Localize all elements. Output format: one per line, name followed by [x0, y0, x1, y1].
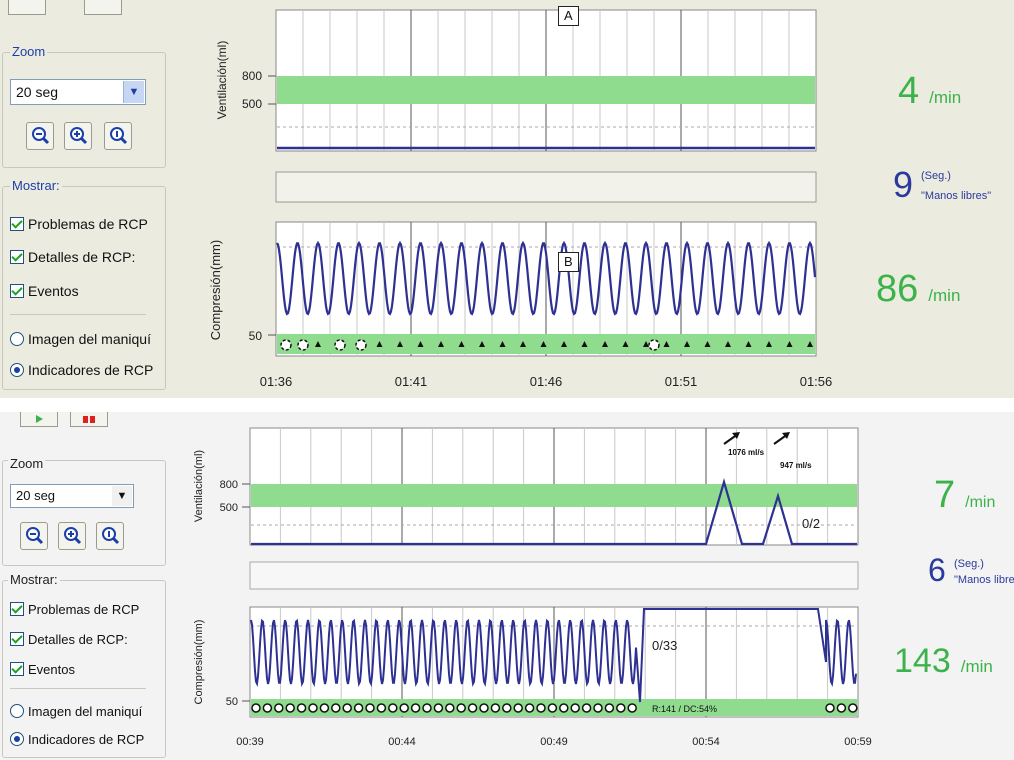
time-tick: 01:56 [800, 374, 833, 389]
event-marker [491, 704, 499, 712]
event-marker [628, 704, 636, 712]
ventilation-tick-500: 500 [220, 502, 238, 514]
event-marker [320, 704, 328, 712]
compression-bar-label: R:141 / DC:54% [652, 704, 717, 714]
event-marker [412, 704, 420, 712]
ventilation-tick-800: 800 [220, 479, 238, 491]
event-marker [826, 704, 834, 712]
time-tick: 01:36 [260, 374, 293, 389]
compression-tick-50: 50 [249, 329, 263, 343]
hands-free-time: 9 (Seg.) "Manos libres" [893, 164, 1013, 210]
ventilation-tick-800: 800 [242, 69, 262, 83]
time-tick: 00:49 [540, 736, 568, 748]
event-marker [583, 704, 591, 712]
event-marker [514, 704, 522, 712]
flow-annotation-2: 947 ml/s [780, 461, 812, 470]
event-marker [571, 704, 579, 712]
event-marker [343, 704, 351, 712]
hands-free-bar [250, 562, 858, 589]
cpr-panel-top: Zoom 20 seg ▼ Mostrar: Problemas de RCP … [0, 0, 1014, 398]
event-marker [480, 704, 488, 712]
event-marker [377, 704, 385, 712]
event-marker [332, 704, 340, 712]
event-marker [286, 704, 294, 712]
event-marker [617, 704, 625, 712]
event-marker [298, 340, 308, 350]
compression-rate: 86/min [876, 268, 960, 311]
event-marker [263, 704, 271, 712]
ventilation-rate: 4/min [898, 70, 961, 113]
event-marker [503, 704, 511, 712]
flow-annotation-1: 1076 ml/s [728, 448, 765, 457]
ventilation-target-band [251, 484, 857, 507]
event-marker [275, 704, 283, 712]
event-marker [537, 704, 545, 712]
cpr-panel-bottom: Zoom 20 seg ▼ Mostrar: Problemas de RCP … [0, 412, 1014, 760]
event-marker [457, 704, 465, 712]
time-axis: 01:36 01:41 01:46 01:51 01:56 [260, 374, 833, 389]
time-tick: 01:41 [395, 374, 428, 389]
event-marker [560, 704, 568, 712]
event-marker [548, 704, 556, 712]
time-tick: 00:39 [236, 736, 264, 748]
event-marker [837, 704, 845, 712]
marker-b: B [558, 252, 579, 272]
time-tick: 01:46 [530, 374, 563, 389]
ventilation-target-band [277, 76, 815, 104]
event-marker [605, 704, 613, 712]
marker-a: A [558, 6, 579, 26]
compression-tick-50: 50 [226, 696, 238, 708]
event-marker [281, 340, 291, 350]
cpr-chart-top: 800 500 Ventilación(ml) 50 Compresión(mm… [0, 0, 1014, 398]
compression-axis-label: Compresión(mm) [208, 240, 223, 340]
event-marker [526, 704, 534, 712]
event-marker [252, 704, 260, 712]
event-marker [849, 704, 857, 712]
event-marker [389, 704, 397, 712]
event-marker [366, 704, 374, 712]
ventilation-axis-label: Ventilación(ml) [215, 41, 229, 120]
cpr-chart-bottom: 800 500 Ventilación(ml) 1076 ml/s 947 ml… [0, 412, 1014, 760]
ventilation-rate: 7/min [934, 474, 995, 517]
ventilation-counter: 0/2 [802, 516, 820, 531]
compression-axis-label: Compresión(mm) [193, 620, 205, 705]
event-marker [434, 704, 442, 712]
time-tick: 00:44 [388, 736, 416, 748]
event-marker [446, 704, 454, 712]
ventilation-axis-label: Ventilación(ml) [193, 450, 205, 522]
event-marker [355, 704, 363, 712]
time-axis: 00:39 00:44 00:49 00:54 00:59 [236, 736, 872, 748]
time-tick: 00:59 [844, 736, 872, 748]
event-marker [335, 340, 345, 350]
event-marker [309, 704, 317, 712]
event-marker [423, 704, 431, 712]
hands-free-bar [276, 172, 816, 202]
hands-free-time: 6 (Seg.) "Manos libres" [928, 552, 1014, 596]
event-marker [400, 704, 408, 712]
time-tick: 01:51 [665, 374, 698, 389]
event-marker [298, 704, 306, 712]
ventilation-tick-500: 500 [242, 97, 262, 111]
event-marker [356, 340, 366, 350]
event-marker [594, 704, 602, 712]
event-marker [469, 704, 477, 712]
event-marker [649, 340, 659, 350]
compression-counter: 0/33 [652, 638, 677, 653]
time-tick: 00:54 [692, 736, 720, 748]
compression-rate: 143/min [894, 642, 993, 681]
